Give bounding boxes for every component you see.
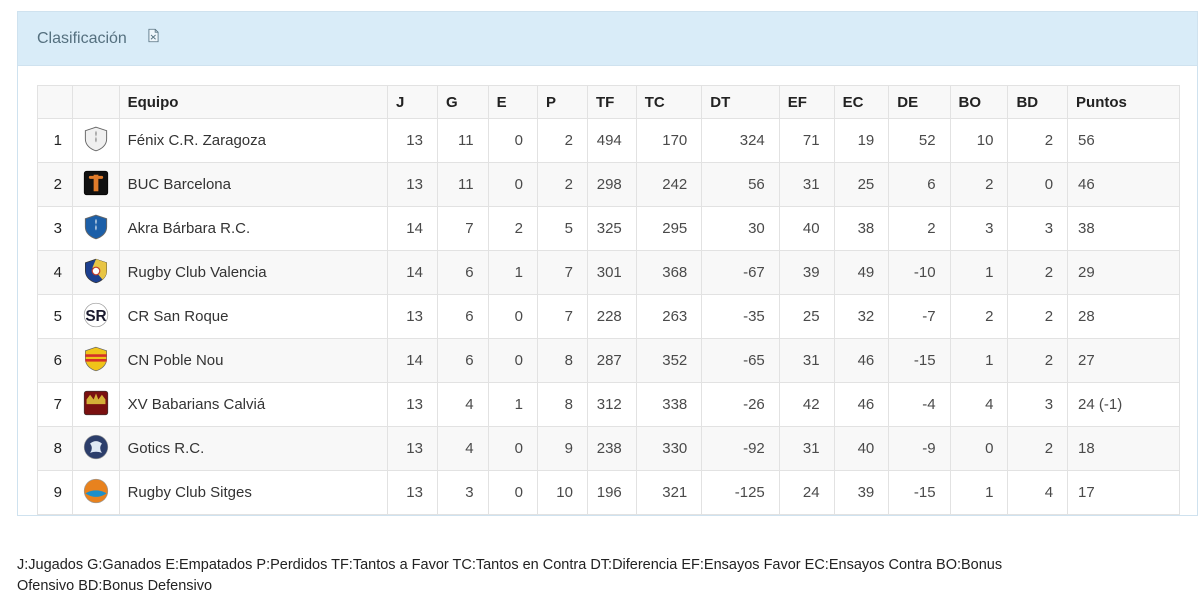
svg-text:SR: SR — [85, 307, 106, 324]
